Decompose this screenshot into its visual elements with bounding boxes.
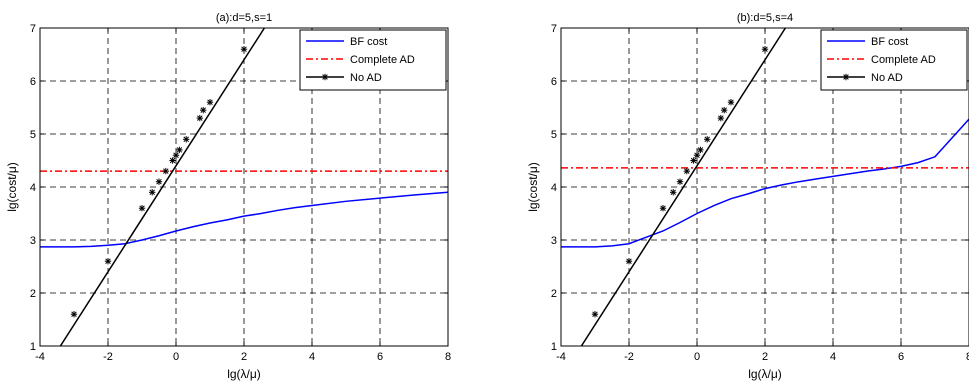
chart-0-series-2-marker-8 bbox=[176, 146, 183, 154]
chart-0-xlabel: lg(λ/μ) bbox=[227, 367, 261, 381]
chart-1-series-2-marker-9 bbox=[704, 136, 711, 143]
chart-0-series-2-line bbox=[59, 28, 266, 346]
chart-0-ytick-label-3: 4 bbox=[30, 182, 36, 194]
chart-0-series-0-line bbox=[40, 191, 448, 248]
chart-1-group: -4 -2 0 2 4 6 8 1 2 3 4 5 6 7 (b):d=5,s=4 lg(λ/μ) lg(cos… bbox=[526, 12, 969, 381]
chart-0-group: -4 -2 0 2 4 6 8 1 2 3 4 5 6 7 (a):d=5,s=1 lg(λ/μ) lg(cos… bbox=[5, 12, 451, 381]
chart-1-legend-label-1: Complete AD bbox=[871, 54, 936, 66]
chart-1-legend-label-2: No AD bbox=[871, 72, 903, 84]
chart-1-xlabel: lg(λ/μ) bbox=[748, 367, 782, 381]
chart-1-legend: BF cost Complete AD No AD bbox=[820, 29, 968, 91]
chart-0-series-2-marker-2 bbox=[138, 205, 146, 212]
chart-0-series-2-marker-6 bbox=[169, 157, 176, 164]
chart-1-series-2-marker-6 bbox=[690, 157, 697, 164]
chart-1-series-2-marker-2 bbox=[659, 205, 667, 212]
chart-0-series-2-marker-4 bbox=[155, 178, 163, 185]
chart-0-legend-marker-2 bbox=[321, 73, 329, 81]
chart-0-xtick-label-0: -4 bbox=[35, 351, 45, 363]
chart-0-title: (a):d=5,s=1 bbox=[216, 12, 272, 24]
chart-0-legend-label-2: No AD bbox=[350, 72, 382, 84]
chart-0-ytick-label-6: 7 bbox=[30, 23, 36, 35]
chart-1-series-2-marker-13 bbox=[761, 46, 769, 53]
chart-1-series-0-line bbox=[561, 118, 969, 248]
chart-0-series-2-marker-3 bbox=[149, 189, 156, 196]
chart-1-series-2-marker-7 bbox=[693, 152, 701, 159]
chart-1-series-2-marker-8 bbox=[697, 146, 704, 154]
chart-0-legend-label-1: Complete AD bbox=[350, 54, 415, 66]
chart-0-ytick-label-2: 3 bbox=[30, 235, 36, 247]
chart-1-series-2-line bbox=[580, 28, 787, 346]
chart-1-ytick-label-3: 4 bbox=[551, 182, 557, 194]
chart-1-ytick-label-6: 7 bbox=[551, 23, 557, 35]
chart-1-ylabel: lg(cost/μ) bbox=[526, 162, 540, 212]
chart-1-series-2-marker-10 bbox=[717, 114, 724, 122]
chart-1-ytick-label-0: 1 bbox=[551, 341, 557, 353]
chart-1-legend-marker-2 bbox=[842, 73, 850, 81]
chart-1-ytick-label-5: 6 bbox=[551, 76, 557, 88]
chart-0-series-2-marker-5 bbox=[162, 167, 169, 175]
chart-1-legend-label-0: BF cost bbox=[871, 36, 908, 48]
chart-1-title: (b):d=5,s=4 bbox=[737, 12, 793, 24]
chart-0-ytick-label-1: 2 bbox=[30, 288, 36, 300]
chart-1-ytick-label-1: 2 bbox=[551, 288, 557, 300]
chart-1-xtick-label-5: 6 bbox=[898, 351, 904, 363]
chart-0-series-2-marker-10 bbox=[196, 114, 203, 122]
chart-0-ytick-label-5: 6 bbox=[30, 76, 36, 88]
chart-1-series-2-marker-11 bbox=[721, 106, 728, 114]
chart-0-ytick-label-4: 5 bbox=[30, 129, 36, 141]
chart-1-xtick-label-2: 0 bbox=[694, 351, 700, 363]
chart-0-xtick-label-5: 6 bbox=[377, 351, 383, 363]
chart-1-series-2-marker-12 bbox=[727, 99, 735, 106]
chart-1-xtick-label-1: -2 bbox=[624, 351, 634, 363]
chart-0-ylabel: lg(cost/μ) bbox=[5, 162, 19, 212]
chart-0-series-group bbox=[40, 28, 448, 346]
chart-1-xtick-label-4: 4 bbox=[830, 351, 836, 363]
chart-0-legend-box bbox=[299, 29, 447, 91]
chart-0-series-2-marker-1 bbox=[104, 258, 112, 265]
chart-1-series-group bbox=[561, 28, 969, 346]
chart-0-legend-label-0: BF cost bbox=[350, 36, 387, 48]
chart-1-series-2-marker-3 bbox=[670, 189, 677, 196]
chart-1-series-2-marker-0 bbox=[591, 311, 599, 318]
chart-1-xtick-label-3: 2 bbox=[762, 351, 768, 363]
chart-0-series-2-marker-12 bbox=[206, 99, 214, 106]
chart-0-series-2-marker-11 bbox=[200, 106, 207, 114]
chart-1-xtick-label-6: 8 bbox=[966, 351, 969, 363]
chart-1-ytick-label-2: 3 bbox=[551, 235, 557, 247]
chart-0-series-2-marker-13 bbox=[240, 46, 248, 53]
chart-1-xtick-label-0: -4 bbox=[556, 351, 566, 363]
chart-0-series-2-marker-0 bbox=[70, 311, 78, 318]
chart-1-series-2-marker-1 bbox=[625, 258, 633, 265]
chart-1-ytick-label-4: 5 bbox=[551, 129, 557, 141]
chart-0-ytick-label-0: 1 bbox=[30, 341, 36, 353]
chart-0-legend: BF cost Complete AD No AD bbox=[299, 29, 447, 91]
chart-1-legend-box bbox=[820, 29, 968, 91]
chart-0-xtick-label-6: 8 bbox=[445, 351, 451, 363]
chart-1-series-2-marker-5 bbox=[683, 167, 690, 175]
chart-0-xtick-label-1: -2 bbox=[103, 351, 113, 363]
chart-0-series-2-marker-9 bbox=[183, 136, 190, 143]
chart-0-xtick-label-2: 0 bbox=[173, 351, 179, 363]
chart-0-xtick-label-3: 2 bbox=[241, 351, 247, 363]
chart-0-series-2-marker-7 bbox=[172, 152, 180, 159]
chart-0-xtick-label-4: 4 bbox=[309, 351, 315, 363]
chart-1-series-2-marker-4 bbox=[676, 178, 684, 185]
